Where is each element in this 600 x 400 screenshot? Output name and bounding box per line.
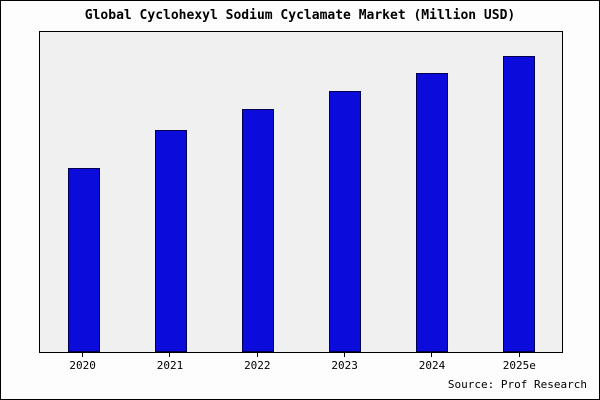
x-tick-label: 2021 (156, 359, 184, 372)
tick-mark (169, 353, 171, 357)
x-tick: 2023 (325, 353, 365, 372)
bar-2023 (328, 91, 361, 352)
plot-area (39, 31, 563, 353)
tick-mark (82, 353, 84, 357)
x-tick-label: 2022 (244, 359, 271, 372)
bar-2025e (502, 55, 535, 352)
x-tick: 2024 (412, 353, 452, 372)
tick-mark (431, 353, 433, 357)
tick-mark (518, 353, 520, 357)
x-tick: 2021 (150, 353, 190, 372)
bar-2020 (67, 168, 100, 352)
bar-2024 (415, 73, 448, 352)
tick-mark (256, 353, 258, 357)
chart-title: Global Cyclohexyl Sodium Cyclamate Marke… (84, 8, 516, 23)
x-axis: 2020 2021 2022 2023 2024 2025e (39, 353, 563, 372)
x-tick: 2022 (237, 353, 277, 372)
source-attribution: Source: Prof Research (447, 378, 587, 391)
x-tick-label: 2020 (69, 359, 96, 372)
x-tick-label: 2023 (331, 359, 358, 372)
bar-2021 (154, 129, 187, 352)
bar-2022 (241, 109, 274, 352)
x-tick-label: 2024 (418, 359, 446, 372)
tick-mark (344, 353, 346, 357)
bar-group (40, 32, 562, 352)
x-tick: 2020 (63, 353, 103, 372)
x-tick: 2025e (499, 353, 539, 372)
x-tick-label: 2025e (502, 359, 536, 372)
